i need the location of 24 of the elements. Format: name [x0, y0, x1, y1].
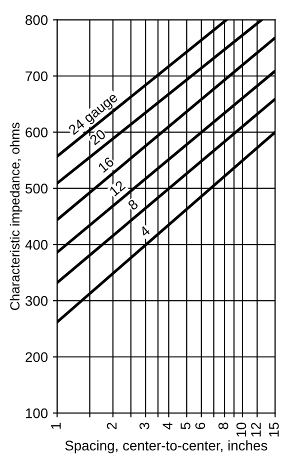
x-tick-label: 2 [106, 422, 117, 430]
annotation: 12 [108, 180, 126, 196]
y-tick-label: 800 [26, 15, 48, 25]
x-tick-label: 8 [218, 422, 228, 430]
x-axis-title: Spacing, center-to-center, inches [65, 440, 268, 454]
y-axis-title: Characteristic impedance, ohms [10, 122, 22, 310]
x-tick-label: 10 [236, 422, 246, 436]
x-tick-label: 6 [195, 422, 206, 430]
x-tick-label: 15 [269, 422, 279, 436]
y-tick-label: 200 [26, 352, 48, 362]
x-tick-label: 4 [162, 422, 172, 430]
annotation: 8 [127, 198, 139, 211]
annotation: 16 [98, 156, 115, 173]
annotation: 4 [139, 225, 151, 238]
y-tick-label: 400 [25, 240, 48, 250]
x-tick-label: 1 [51, 422, 61, 429]
y-tick-label: 100 [26, 408, 48, 418]
y-tick-label: 300 [25, 296, 48, 306]
x-tick-label: 5 [180, 422, 190, 430]
y-tick-label: 500 [25, 184, 48, 194]
x-tick-label: 12 [251, 422, 261, 436]
y-tick-label: 600 [26, 128, 48, 138]
x-tick-label: 3 [139, 422, 150, 430]
y-tick-label: 700 [26, 71, 48, 82]
